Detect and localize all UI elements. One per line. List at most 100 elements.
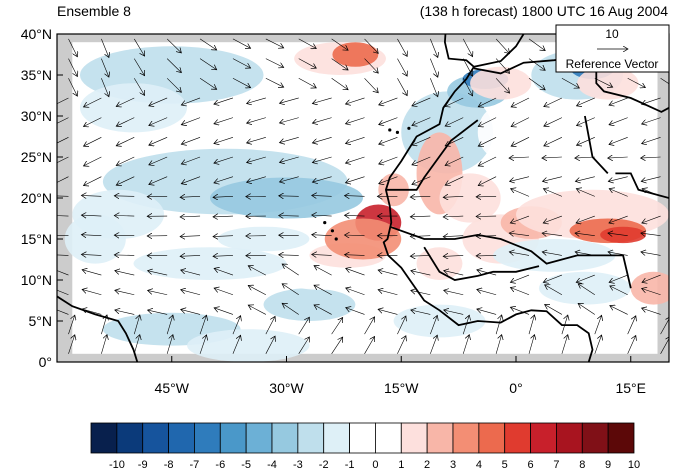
wind-arrow [462,315,469,335]
wind-arrow [346,156,365,163]
wind-arrow [379,156,398,164]
lat-tick-label: 35°N [21,67,52,83]
wind-arrow [543,176,562,182]
colorbar-box [478,422,506,454]
colorbar-box [452,422,480,454]
colorbar-label: -9 [138,459,148,471]
wind-arrow [577,97,595,106]
wind-arrow [478,117,497,127]
anomaly-patch [263,288,356,321]
wind-arrow [575,176,595,182]
wind-vectors [57,38,669,354]
wind-arrow [279,196,299,197]
anomaly-patch [516,124,608,174]
wind-arrow [609,215,628,223]
wind-arrow [575,233,595,236]
wind-arrow [312,137,332,143]
reference-vector-label: Reference Vector [566,57,659,71]
wind-arrow [149,117,168,126]
wind-arrow [114,235,135,236]
colorbar-label: 2 [424,459,430,471]
wind-arrow [279,216,299,217]
colorbar-label: -5 [241,459,251,471]
wind-arrow [181,156,201,164]
lat-tick-label: 20°N [21,190,52,206]
wind-arrow [476,255,497,256]
wind-arrow [298,317,310,335]
wind-arrow [578,284,595,296]
wind-arrow [364,58,379,74]
anomaly-patch [493,239,616,272]
wind-arrow [312,235,332,236]
coastline [385,119,479,191]
anomaly-patch [64,214,126,264]
anomaly-patch [217,226,310,252]
wind-arrow [232,335,241,354]
wind-arrow [443,216,464,217]
wind-arrow [115,310,135,315]
wind-arrow [84,156,102,166]
wind-arrow [134,38,144,56]
wind-arrow [84,176,102,186]
wind-arrow [101,335,107,354]
colorbar-box [116,422,144,454]
wind-arrow [462,38,472,57]
wind-arrow [608,233,628,236]
wind-arrow [510,176,530,182]
wind-arrow [199,335,206,354]
wind-arrow [577,137,595,145]
anomaly-patch [210,177,363,219]
colorbar-box [323,422,350,454]
wind-arrow [476,196,497,197]
wind-arrow [444,290,464,296]
coastline [423,246,540,281]
wind-arrow [378,290,398,296]
wind-arrow [594,78,613,87]
wind-arrow [576,215,595,223]
wind-arrow [528,58,545,71]
wind-arrow [214,268,234,276]
wind-arrow [364,38,379,53]
wind-arrow [346,288,365,296]
wind-arrow [443,255,464,256]
wind-arrow [397,58,407,77]
wind-arrow [610,286,628,296]
wind-arrow [82,270,102,276]
wind-arrow [443,236,464,237]
reference-vector-box: 10 Reference Vector [555,24,670,73]
wind-arrow [57,254,69,256]
wind-arrow [544,117,563,127]
wind-arrow [312,117,332,124]
wind-arrow [642,289,661,296]
wind-arrow [81,195,102,196]
wind-arrow [642,189,661,197]
wind-arrow [642,117,661,124]
wind-arrow [410,236,431,237]
wind-arrow [213,255,233,256]
wind-arrow [641,233,661,236]
wind-arrow [542,157,562,158]
wind-arrow [642,97,661,104]
wind-arrow [462,58,472,77]
wind-arrow [312,195,332,196]
wind-arrow [444,310,464,315]
wind-arrow [57,176,69,183]
wind-arrow [462,78,472,96]
wind-arrow [543,274,563,282]
wind-arrow [410,216,431,217]
wind-arrow [510,307,530,315]
wind-arrow [148,290,168,296]
wind-arrow [609,189,628,197]
wind-arrow [545,285,563,296]
wind-arrow [116,156,135,166]
wind-arrow [134,78,144,95]
wind-arrow [133,315,140,335]
wind-arrow [279,255,299,256]
wind-arrow [280,97,299,103]
wind-arrow [265,316,275,335]
island [407,126,411,130]
colorbar-label: 10 [628,459,640,471]
wind-arrow [346,137,365,143]
wind-arrow [346,176,365,183]
